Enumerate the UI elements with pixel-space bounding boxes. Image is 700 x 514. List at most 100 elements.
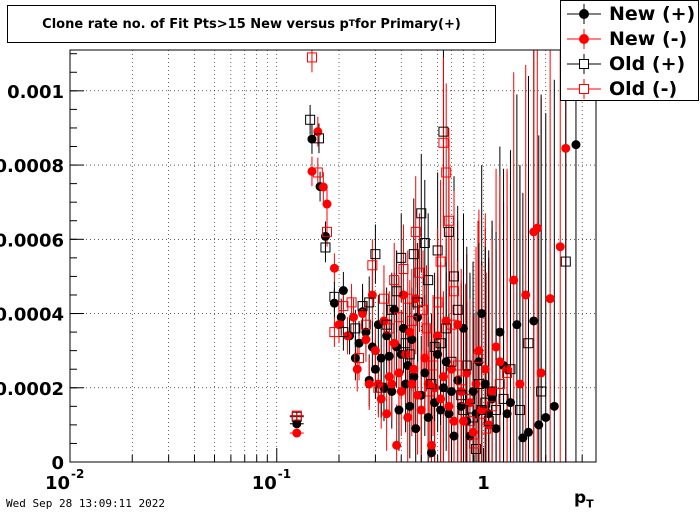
data-point xyxy=(408,249,419,260)
legend-item-old-minus: Old (-) xyxy=(567,76,677,101)
data-point xyxy=(549,401,559,411)
data-point xyxy=(435,338,446,349)
data-point xyxy=(469,438,480,449)
data-point xyxy=(432,245,443,256)
data-point xyxy=(438,372,448,382)
data-point xyxy=(449,271,460,282)
data-point xyxy=(471,379,481,389)
data-point xyxy=(354,338,364,348)
data-point xyxy=(350,353,360,363)
x-axis-label-text: p xyxy=(574,488,587,508)
data-point xyxy=(322,199,332,209)
data-point xyxy=(453,320,463,330)
data-point xyxy=(400,338,411,349)
data-point xyxy=(350,323,361,334)
data-point xyxy=(505,364,516,375)
legend-label-old-minus: Old (-) xyxy=(609,77,678,100)
data-point xyxy=(509,275,519,285)
legend-label-new-plus: New (+) xyxy=(609,2,696,25)
data-point xyxy=(441,316,451,326)
data-point xyxy=(329,263,339,273)
data-point xyxy=(414,267,425,278)
data-point xyxy=(452,360,463,371)
data-point xyxy=(387,386,397,396)
data-point xyxy=(393,312,404,323)
y-tick-label: 0.0002 xyxy=(0,379,64,400)
data-point xyxy=(412,297,423,308)
legend-label-old-plus: Old (+) xyxy=(609,52,686,75)
data-point xyxy=(423,412,433,422)
data-point xyxy=(370,346,380,356)
data-point xyxy=(487,401,498,412)
x-axis-label: pT xyxy=(574,488,594,510)
data-point xyxy=(480,397,491,408)
data-point xyxy=(545,294,555,304)
data-point xyxy=(389,338,399,348)
y-tick-label: 0 xyxy=(51,453,64,474)
data-point xyxy=(334,320,344,330)
data-point xyxy=(468,427,478,437)
data-point xyxy=(421,323,432,334)
x-tick-label-exponent: -2 xyxy=(71,467,84,481)
data-point xyxy=(435,256,446,267)
y-tick-label: 0.001 xyxy=(7,82,64,103)
data-point xyxy=(338,301,349,312)
data-point xyxy=(452,304,463,315)
data-point xyxy=(348,312,358,322)
legend: New (+) New (-) Old (+) Old (-) xyxy=(560,0,699,101)
data-point xyxy=(536,386,547,397)
x-tick-label-exponent: -1 xyxy=(278,467,291,481)
data-point xyxy=(491,405,502,416)
timestamp: Wed Sep 28 13:09:11 2022 xyxy=(6,497,165,510)
data-point xyxy=(494,379,505,390)
data-point xyxy=(405,327,415,337)
data-point xyxy=(402,293,413,304)
data-point xyxy=(456,386,466,396)
data-point xyxy=(495,327,505,337)
data-point xyxy=(468,386,478,396)
data-point xyxy=(444,401,454,411)
data-point xyxy=(446,356,457,367)
data-point xyxy=(364,297,375,308)
data-point xyxy=(436,394,446,404)
data-point xyxy=(495,357,505,367)
data-point xyxy=(443,226,454,237)
data-point xyxy=(318,182,328,192)
data-point xyxy=(381,319,392,330)
data-point xyxy=(472,353,483,364)
data-point xyxy=(361,335,371,345)
data-point xyxy=(473,379,484,390)
chart-title-subscript: T xyxy=(348,19,355,29)
data-point xyxy=(409,364,419,374)
y-tick-label: 0.0006 xyxy=(0,230,64,251)
x-tick-label: 1 xyxy=(477,473,490,494)
data-point xyxy=(367,260,378,271)
data-point xyxy=(474,346,484,356)
data-point xyxy=(338,286,348,296)
data-point xyxy=(534,420,544,430)
data-point xyxy=(532,223,542,233)
data-point xyxy=(361,327,371,337)
data-point xyxy=(498,393,509,404)
data-point xyxy=(449,286,460,297)
data-point xyxy=(364,379,374,389)
data-point xyxy=(357,301,368,312)
data-point xyxy=(561,143,571,153)
data-point xyxy=(453,375,463,385)
data-point xyxy=(386,304,397,315)
data-point xyxy=(406,315,417,326)
data-point xyxy=(446,386,456,396)
data-point xyxy=(446,319,457,330)
data-point xyxy=(420,368,430,378)
data-point xyxy=(312,167,323,178)
data-point xyxy=(491,424,501,434)
chart-title: Clone rate no. of Fit Pts>15 New versus … xyxy=(7,5,496,43)
data-point xyxy=(411,424,421,434)
data-point xyxy=(461,360,472,371)
data-point xyxy=(491,342,501,352)
data-point xyxy=(338,327,349,338)
data-markers xyxy=(291,52,581,458)
data-point xyxy=(446,364,456,374)
data-point xyxy=(518,433,528,443)
data-point xyxy=(456,375,467,386)
